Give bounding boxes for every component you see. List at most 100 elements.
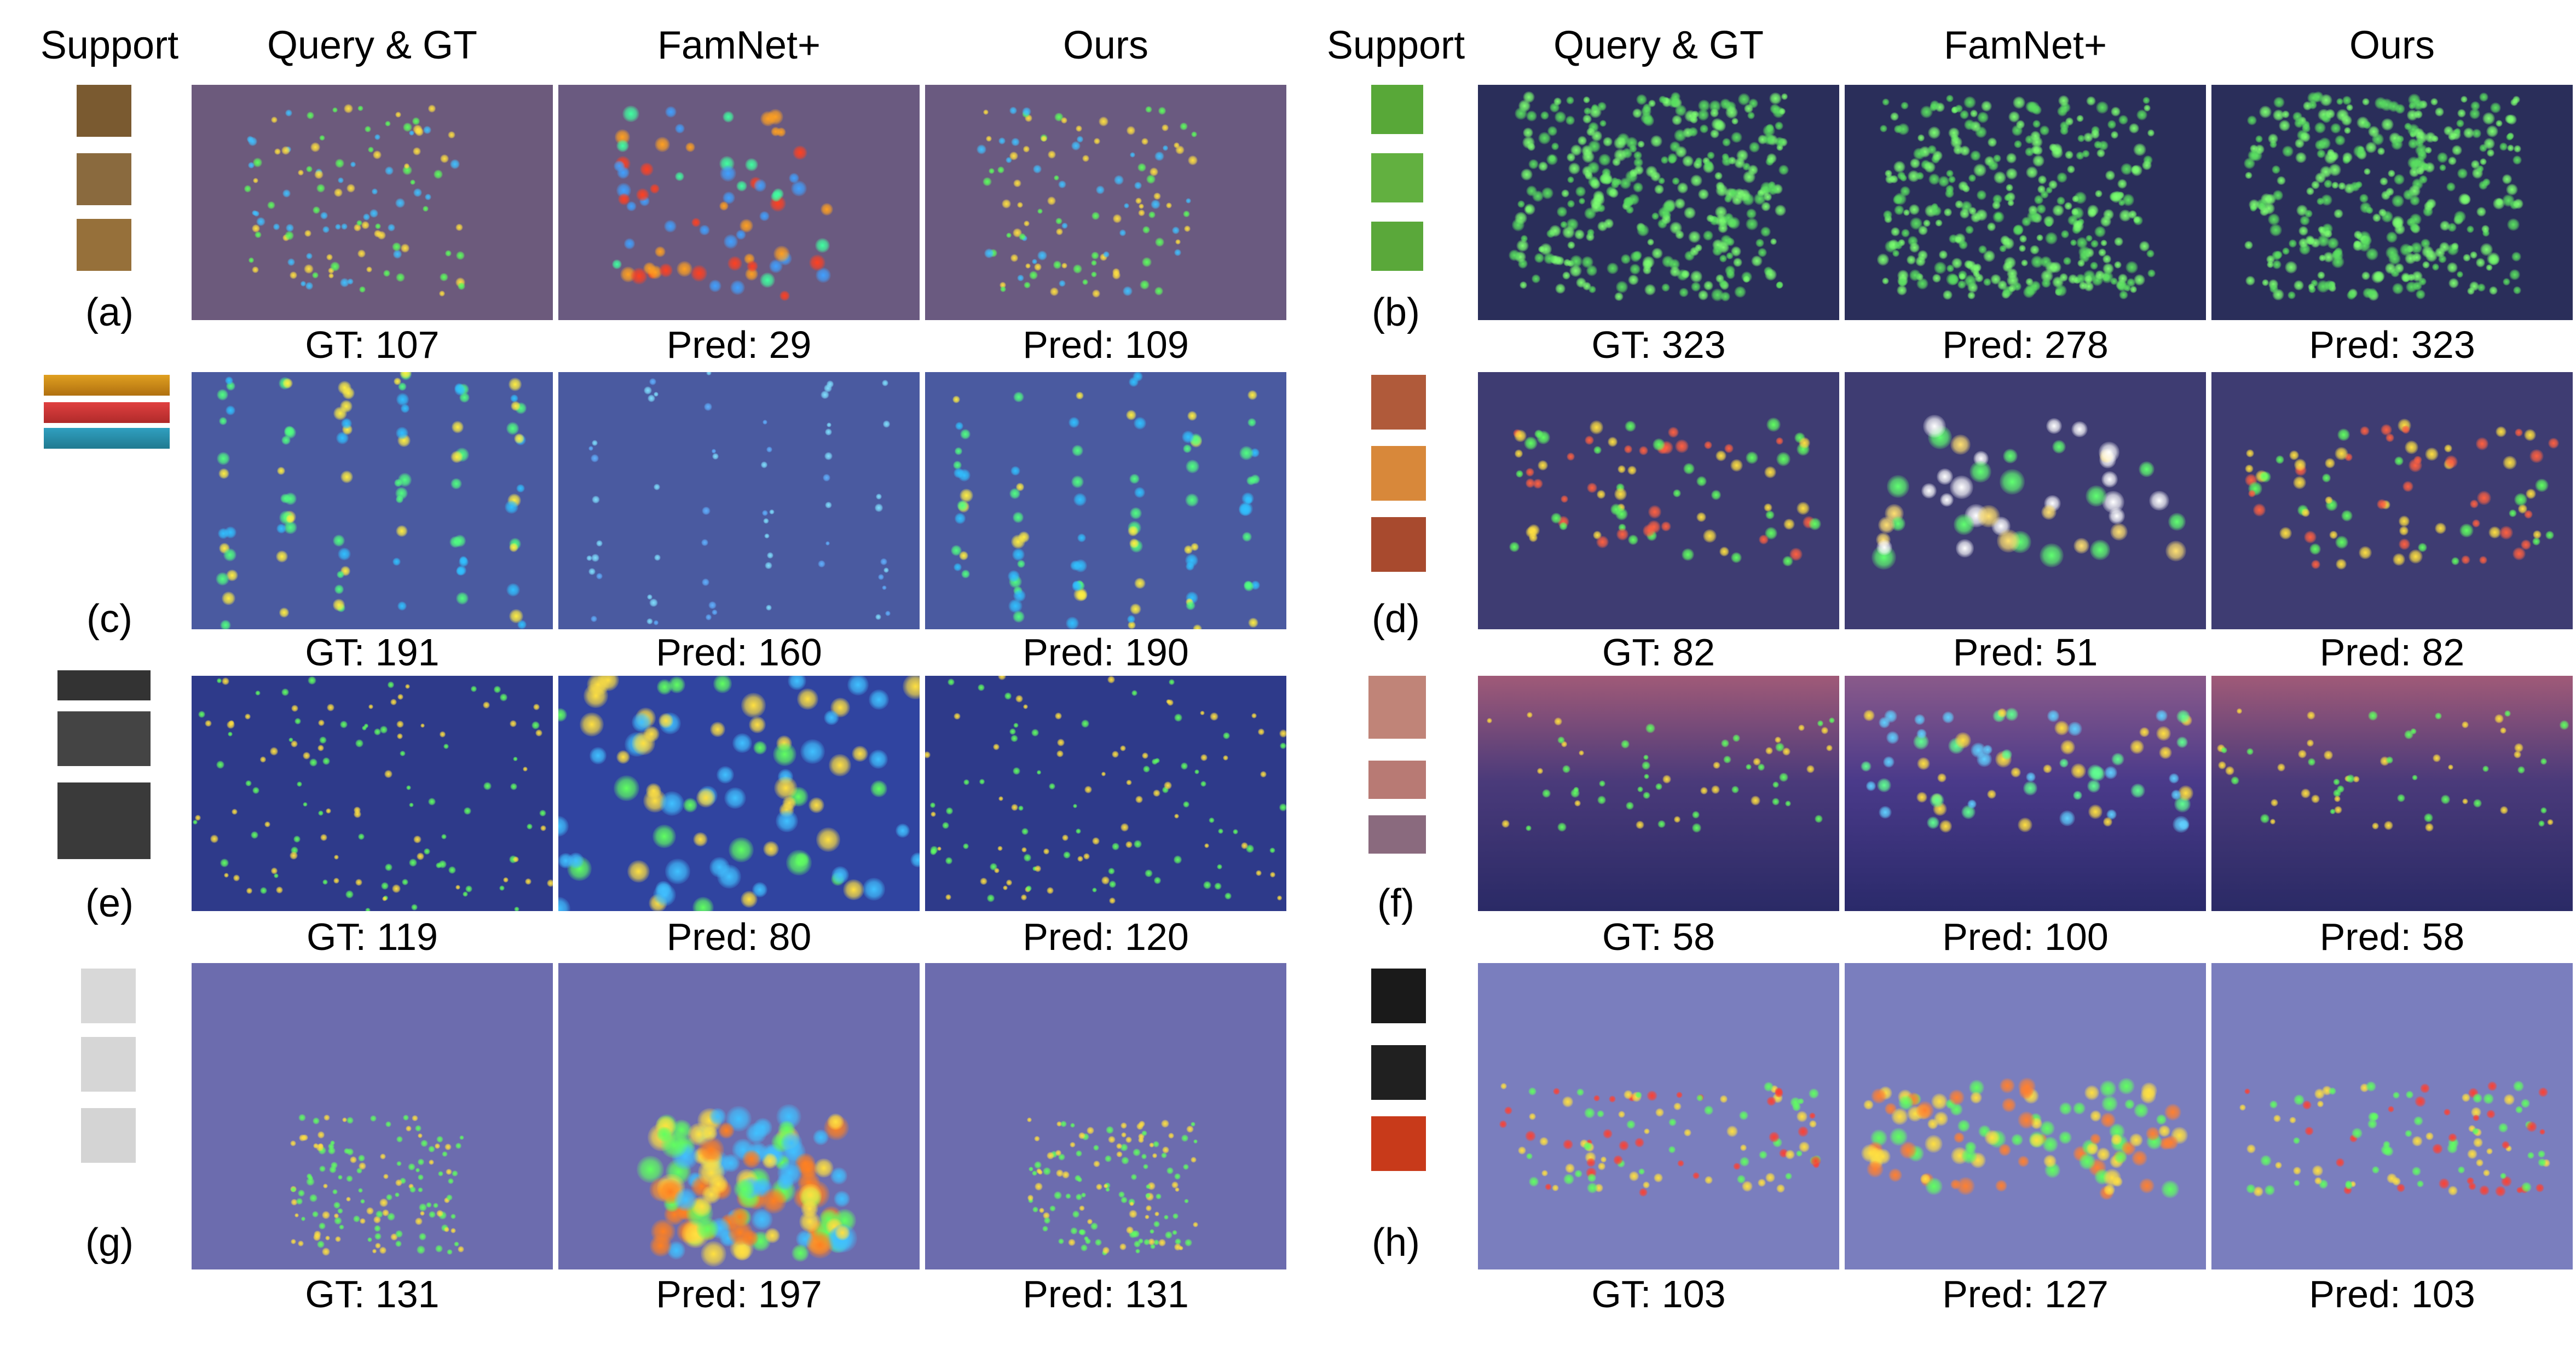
density-blob	[1047, 196, 1056, 206]
density-blob	[591, 553, 599, 562]
density-blob	[2110, 1133, 2122, 1145]
density-blob	[2090, 261, 2098, 270]
density-blob	[2336, 559, 2347, 570]
density-blob	[1924, 1134, 1943, 1153]
density-blob	[1590, 197, 1602, 210]
density-blob	[646, 618, 653, 625]
density-blob	[2469, 281, 2479, 291]
density-blob	[1970, 150, 1981, 161]
density-blob	[765, 1228, 781, 1244]
density-blob	[2132, 1150, 2147, 1166]
density-blob	[256, 217, 265, 227]
density-blob	[980, 877, 987, 885]
density-blob	[2311, 795, 2320, 803]
density-blob	[513, 756, 518, 762]
density-blob	[2313, 91, 2324, 103]
density-blob	[259, 756, 267, 763]
density-blob	[1023, 704, 1028, 709]
density-blob	[1555, 283, 1566, 294]
density-blob	[317, 745, 324, 752]
density-blob	[765, 604, 772, 611]
density-blob	[298, 1114, 306, 1122]
density-blob	[2499, 526, 2514, 540]
density-blob	[2324, 457, 2335, 468]
density-blob	[1977, 505, 2000, 527]
density-blob	[1543, 253, 1555, 264]
row-label: (g)	[85, 1221, 134, 1265]
density-blob	[1639, 445, 1649, 455]
density-blob	[2415, 1095, 2426, 1108]
density-blob	[1559, 521, 1568, 531]
density-blob	[636, 188, 649, 201]
density-blob	[251, 266, 259, 274]
density-blob	[1719, 547, 1729, 556]
density-blob	[1013, 767, 1020, 775]
header-query-gt-right: Query & GT	[1553, 24, 1764, 67]
density-blob	[1138, 209, 1145, 217]
density-blob	[799, 1211, 821, 1233]
density-blob	[1029, 1167, 1034, 1172]
density-blob	[1619, 1140, 1630, 1151]
density-blob	[1102, 1247, 1110, 1254]
density-blob	[1246, 476, 1256, 485]
density-blob	[1938, 176, 1950, 187]
density-blob	[2064, 201, 2073, 210]
density-blob	[724, 787, 746, 809]
density-blob	[1526, 1153, 1533, 1160]
density-blob	[623, 238, 636, 250]
density-blob	[2349, 1181, 2356, 1187]
density-blob	[1732, 734, 1740, 742]
density-blob	[282, 189, 291, 198]
density-blob	[2086, 234, 2093, 242]
density-blob	[992, 743, 1000, 751]
density-blob	[876, 493, 882, 500]
density-blob	[2405, 1091, 2414, 1099]
density-blob	[1745, 218, 1758, 231]
density-blob	[1061, 117, 1068, 124]
density-blob	[2459, 523, 2474, 538]
density-blob	[320, 833, 327, 841]
density-blob	[820, 203, 833, 216]
density-blob	[1524, 436, 1538, 450]
density-blob	[2346, 774, 2355, 784]
density-blob	[2259, 106, 2272, 119]
density-blob	[1105, 1187, 1110, 1192]
density-blob	[654, 246, 666, 258]
density-blob	[2425, 823, 2434, 832]
density-blob	[2139, 241, 2150, 252]
density-blob	[224, 526, 237, 538]
density-blob	[1674, 198, 1686, 210]
density-blob	[337, 380, 351, 395]
density-blob	[1486, 717, 1493, 724]
density-blob	[439, 731, 446, 738]
density-blob	[458, 1246, 464, 1253]
density-blob	[2365, 248, 2378, 260]
density-blob	[2481, 224, 2490, 234]
density-blob	[1784, 1173, 1793, 1180]
density-blob	[2320, 166, 2332, 178]
density-blob	[1217, 863, 1223, 869]
density-blob	[1150, 1244, 1156, 1250]
ours-density-map	[2211, 676, 2573, 911]
density-blob	[2309, 543, 2321, 555]
density-blob	[2005, 183, 2013, 192]
density-blob	[1700, 786, 1708, 795]
density-blob	[303, 802, 308, 807]
density-blob	[1750, 796, 1760, 806]
density-blob	[1636, 820, 1644, 830]
density-blob	[450, 1213, 456, 1219]
density-blob	[2425, 146, 2433, 154]
density-blob	[1551, 513, 1562, 524]
density-blob	[1587, 140, 1601, 153]
density-blob	[2060, 126, 2069, 136]
density-blob	[1877, 778, 1892, 793]
density-blob	[742, 1150, 761, 1169]
density-blob	[945, 807, 954, 815]
density-blob	[2060, 230, 2070, 239]
support-exemplar	[1371, 1116, 1426, 1171]
density-blob	[1006, 879, 1012, 886]
density-blob	[304, 264, 314, 274]
density-blob	[205, 720, 212, 727]
density-blob	[1084, 1238, 1091, 1244]
density-blob	[396, 525, 408, 537]
